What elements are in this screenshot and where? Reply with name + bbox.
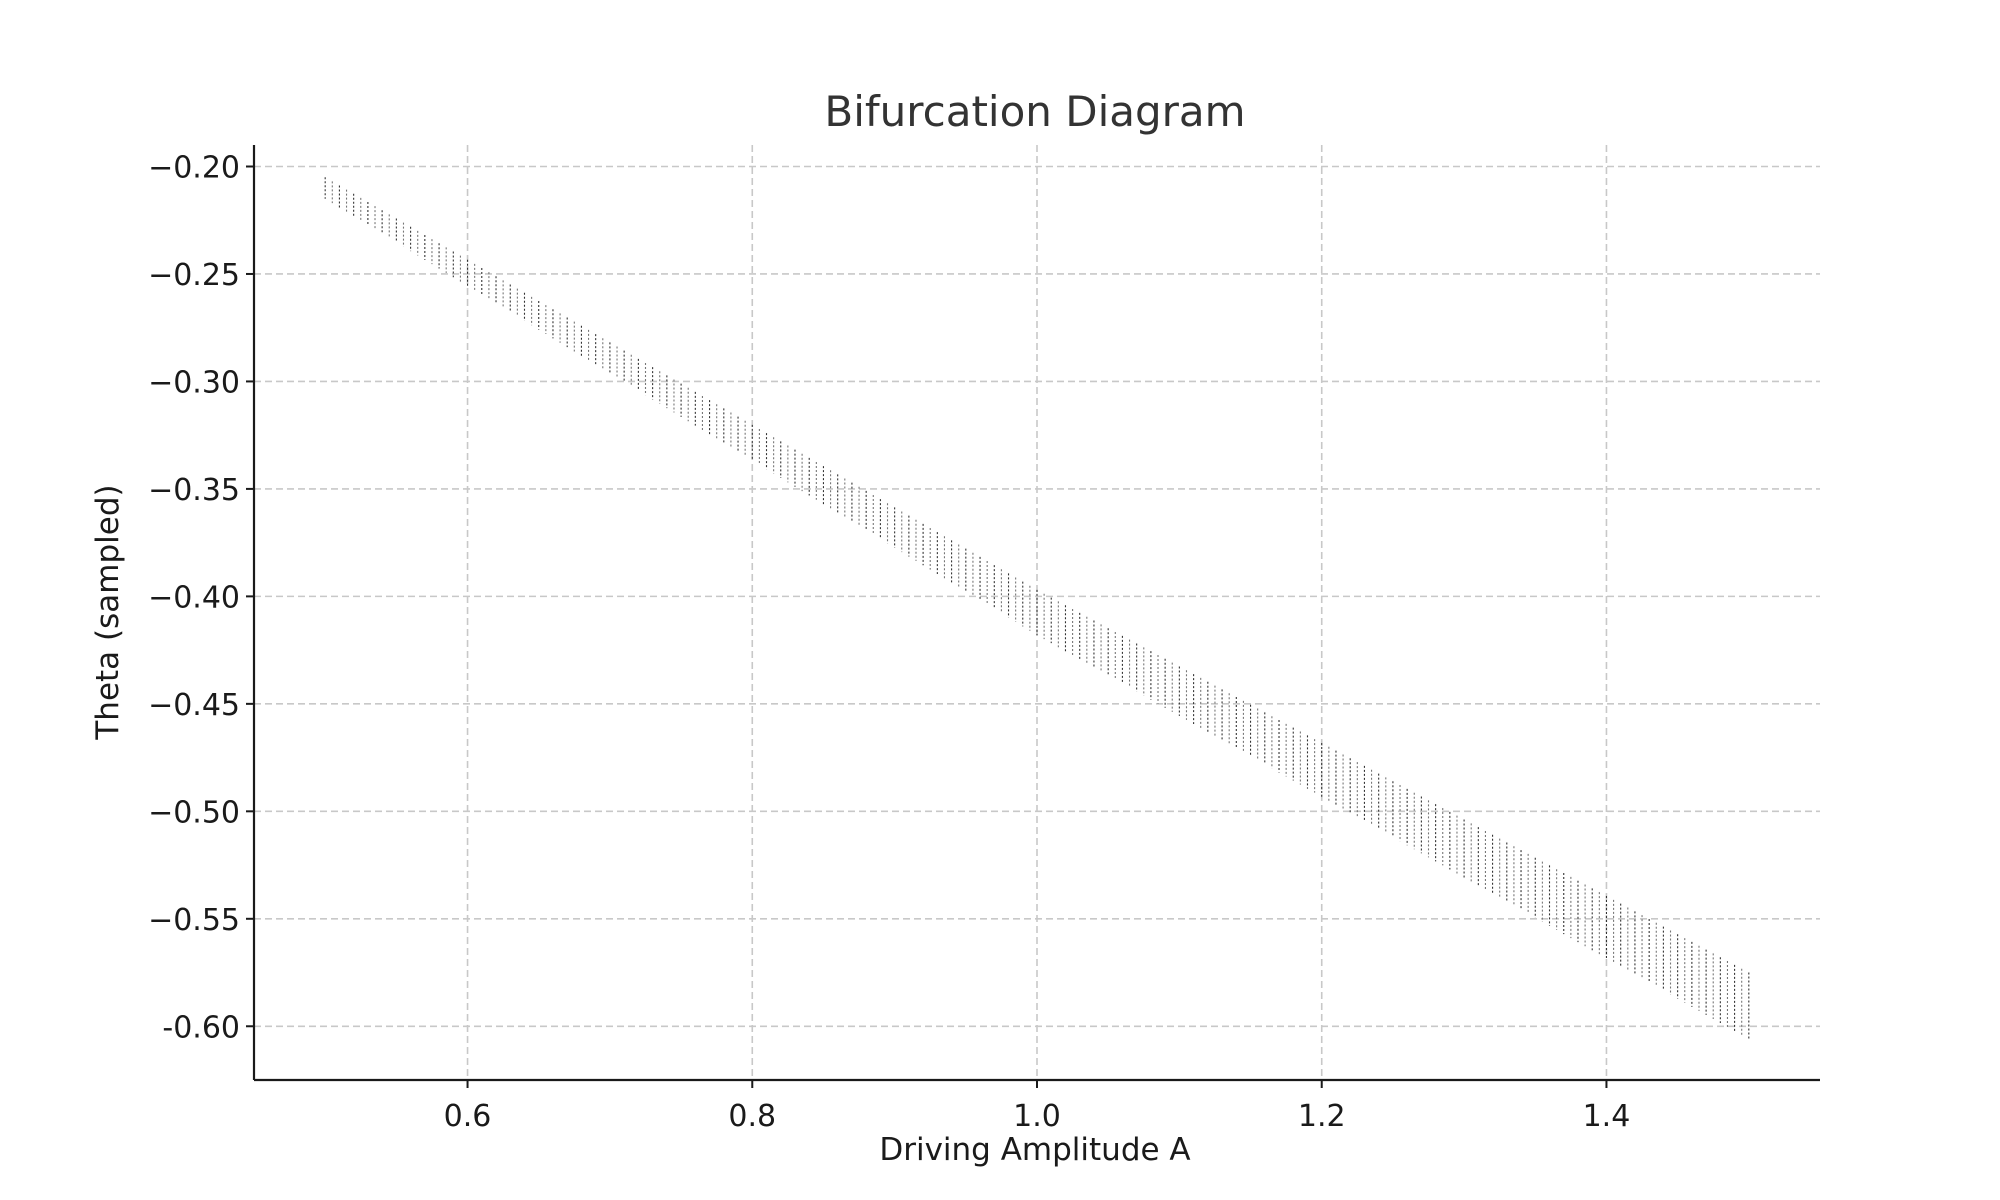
y-tick-label: −0.25 [148, 258, 240, 293]
y-tick-label: −0.40 [148, 580, 240, 615]
chart-title: Bifurcation Diagram [824, 87, 1245, 136]
grid [254, 145, 1820, 1080]
y-tick-label: −0.45 [148, 688, 240, 723]
y-axis-label: Theta (sampled) [90, 484, 126, 740]
x-tick-label: 1.4 [1583, 1099, 1631, 1134]
data-points [324, 177, 1750, 1040]
x-tick-label: 1.0 [1013, 1099, 1061, 1134]
y-tick-label: −0.55 [148, 903, 240, 938]
y-tick-label: −0.50 [148, 795, 240, 830]
x-tick-label: 1.2 [1298, 1099, 1346, 1134]
x-tick-label: 0.8 [728, 1099, 776, 1134]
y-tick-label: −0.35 [148, 473, 240, 508]
y-ticks: −0.20 −0.25 −0.30 −0.35 −0.40 −0.45 −0.50 −0.55… [148, 150, 254, 1045]
x-tick-label: 0.6 [444, 1099, 492, 1134]
y-tick-label: −0.20 [148, 150, 240, 185]
y-tick-label: -0.60 [162, 1010, 240, 1045]
x-ticks: 0.6 0.8 1.0 1.2 1.4 [444, 1080, 1631, 1134]
x-axis-label: Driving Amplitude A [879, 1132, 1190, 1168]
y-tick-label: −0.30 [148, 365, 240, 400]
